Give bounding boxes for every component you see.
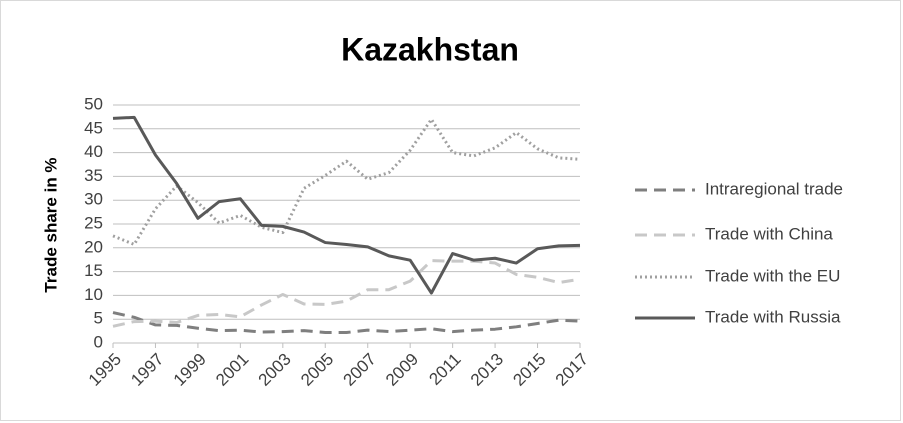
y-tick-label: 15	[84, 261, 103, 280]
series-line	[112, 311, 581, 335]
legend-label: Trade with the EU	[705, 266, 840, 285]
y-tick-label: 35	[84, 166, 103, 185]
y-tick-label: 0	[94, 332, 103, 351]
legend-label: Trade with China	[705, 224, 833, 243]
series-line	[112, 117, 581, 246]
chart-title: Kazakhstan	[341, 31, 519, 67]
y-tick-label: 10	[84, 285, 103, 304]
y-axis-label: Trade share in %	[41, 157, 60, 292]
legend-label: Intraregional trade	[705, 179, 843, 198]
legend-label: Trade with Russia	[705, 307, 841, 326]
y-tick-label: 5	[94, 309, 103, 328]
y-tick-label: 50	[84, 94, 103, 113]
series-line	[112, 259, 581, 328]
series-line	[112, 115, 581, 295]
y-tick-label: 30	[84, 190, 103, 209]
y-tick-label: 25	[84, 213, 103, 232]
y-tick-label: 20	[84, 237, 103, 256]
y-tick-label: 40	[84, 142, 103, 161]
y-tick-label: 45	[84, 118, 103, 137]
